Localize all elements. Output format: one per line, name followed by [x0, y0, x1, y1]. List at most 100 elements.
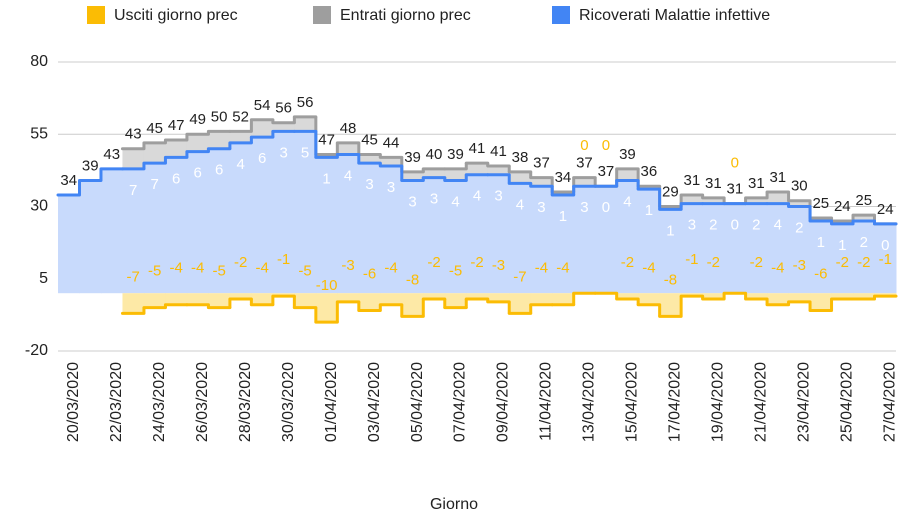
area-step	[272, 122, 295, 132]
area-step	[616, 293, 639, 299]
area-step	[423, 177, 446, 294]
data-label: -6	[363, 266, 376, 283]
area-step	[659, 293, 682, 317]
data-label: -3	[793, 257, 806, 274]
data-label: 3	[279, 144, 287, 161]
x-tick-label: 20/03/2020	[65, 362, 82, 442]
area-step	[530, 177, 553, 187]
legend-swatch	[552, 6, 570, 24]
legend-label: Ricoverati Malattie infettive	[579, 7, 770, 24]
data-label: -1	[685, 251, 698, 268]
area-step	[229, 293, 252, 299]
area-step	[509, 171, 532, 184]
data-label: 36	[641, 163, 658, 180]
data-label: 24	[834, 198, 851, 215]
area-step	[767, 293, 790, 305]
area-step	[788, 293, 811, 302]
area-step	[143, 163, 166, 294]
area-step	[487, 166, 510, 175]
data-label: -6	[814, 266, 827, 283]
area-step	[681, 194, 704, 204]
data-label: 0	[731, 217, 739, 234]
area-step	[767, 203, 790, 294]
area-step	[401, 180, 424, 294]
data-label: 37	[598, 163, 615, 180]
data-label: 44	[383, 134, 400, 151]
data-label: 2	[795, 219, 803, 236]
area-step	[745, 203, 768, 294]
area-step	[380, 157, 403, 167]
x-axis-title: Giorno	[430, 496, 478, 513]
area-step	[788, 200, 811, 207]
data-label: 30	[791, 178, 808, 195]
x-tick-label: 03/04/2020	[366, 362, 383, 442]
data-label: -5	[449, 263, 462, 280]
data-label: 54	[254, 97, 271, 114]
data-label: 31	[769, 169, 786, 186]
data-label: 45	[361, 131, 378, 148]
area-step	[831, 293, 854, 299]
area-step	[100, 168, 123, 294]
area-step	[853, 215, 876, 221]
area-step	[659, 209, 682, 294]
data-label: -8	[664, 271, 677, 288]
area-step	[337, 142, 360, 155]
area-step	[702, 293, 725, 299]
data-label: 43	[103, 146, 120, 163]
data-label: 37	[533, 155, 550, 172]
x-tick-label: 24/03/2020	[151, 362, 168, 442]
data-label: -8	[406, 271, 419, 288]
data-label: 41	[469, 140, 486, 157]
area-step	[573, 186, 596, 294]
area-step	[380, 293, 403, 305]
x-tick-label: 30/03/2020	[280, 362, 297, 442]
area-step	[186, 151, 209, 294]
area-step	[573, 177, 596, 187]
area-step	[294, 131, 317, 294]
data-label: -5	[212, 263, 225, 280]
area-step	[143, 142, 166, 164]
area-step	[186, 134, 209, 152]
data-label: 3	[387, 179, 395, 196]
x-tick-label: 23/04/2020	[796, 362, 813, 442]
data-label: 31	[727, 181, 744, 198]
area-step	[810, 220, 833, 294]
area-step	[616, 180, 639, 294]
data-label: 7	[151, 176, 159, 193]
x-tick-label: 13/04/2020	[581, 362, 598, 442]
area-step	[853, 293, 876, 299]
area-step	[143, 293, 166, 308]
data-label: -2	[750, 254, 763, 271]
area-step	[831, 223, 854, 294]
data-label: 37	[576, 155, 593, 172]
area-step	[358, 163, 381, 294]
data-label: 3	[494, 188, 502, 205]
area-step	[487, 293, 510, 302]
y-tick-label: 5	[39, 270, 48, 287]
data-label: 2	[752, 217, 760, 234]
area-step	[208, 131, 231, 149]
x-tick-label: 07/04/2020	[452, 362, 469, 442]
data-label: 31	[705, 175, 722, 192]
x-tick-label: 21/04/2020	[753, 362, 770, 442]
x-tick-label: 28/03/2020	[237, 362, 254, 442]
area-step	[788, 206, 811, 294]
x-tick-label: 05/04/2020	[409, 362, 426, 442]
area-step	[616, 168, 639, 181]
area-step	[380, 166, 403, 294]
area-step	[401, 171, 424, 181]
area-step	[487, 174, 510, 294]
data-label: 1	[322, 170, 330, 187]
data-label: -5	[148, 263, 161, 280]
x-tick-label: 09/04/2020	[495, 362, 512, 442]
data-label: 2	[709, 217, 717, 234]
data-label: 4	[623, 193, 631, 210]
legend-label: Entrati giorno prec	[340, 7, 471, 24]
data-label: -4	[771, 260, 784, 277]
data-label: 4	[516, 196, 524, 213]
x-tick-label: 22/03/2020	[108, 362, 125, 442]
data-label: 3	[580, 199, 588, 216]
area-step	[509, 293, 532, 314]
area-step	[294, 116, 317, 132]
